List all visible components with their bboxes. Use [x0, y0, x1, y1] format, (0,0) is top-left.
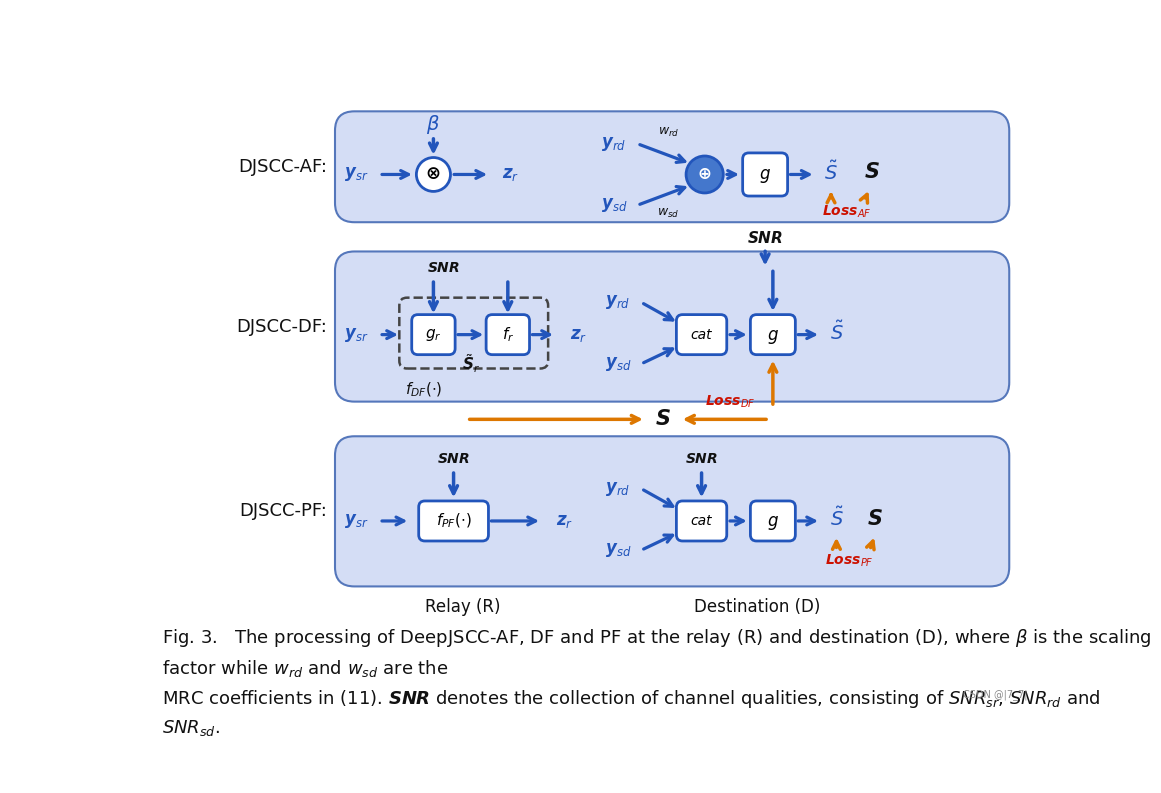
Text: $\boldsymbol{Loss}_{PF}$: $\boldsymbol{Loss}_{PF}$	[824, 553, 873, 569]
Text: $\boldsymbol{SNR}$: $\boldsymbol{SNR}$	[685, 452, 717, 466]
FancyBboxPatch shape	[743, 153, 787, 196]
Text: $g_r$: $g_r$	[425, 327, 441, 343]
Text: $\boldsymbol{z}_r$: $\boldsymbol{z}_r$	[556, 512, 574, 530]
FancyBboxPatch shape	[412, 315, 455, 354]
Text: Fig. 3.   The processing of DeepJSCC-AF, DF and PF at the relay (R) and destinat: Fig. 3. The processing of DeepJSCC-AF, D…	[163, 627, 1152, 738]
Text: $\boldsymbol{S}$: $\boldsymbol{S}$	[867, 508, 884, 529]
Text: $\boldsymbol{y}_{sr}$: $\boldsymbol{y}_{sr}$	[344, 166, 368, 183]
Text: cat: cat	[691, 328, 713, 342]
FancyBboxPatch shape	[336, 436, 1009, 586]
Text: g: g	[767, 512, 778, 530]
Text: $f_{DF}(\cdot)$: $f_{DF}(\cdot)$	[405, 381, 442, 399]
Circle shape	[686, 156, 723, 193]
Text: DJSCC-PF:: DJSCC-PF:	[239, 502, 327, 520]
Text: $\boldsymbol{y}_{sd}$: $\boldsymbol{y}_{sd}$	[605, 355, 632, 373]
Text: $\boldsymbol{SNR}$: $\boldsymbol{SNR}$	[427, 262, 460, 275]
Text: $w_{rd}$: $w_{rd}$	[657, 126, 679, 140]
Text: ⊕: ⊕	[698, 166, 712, 183]
Text: $\boldsymbol{Loss}_{AF}$: $\boldsymbol{Loss}_{AF}$	[822, 203, 871, 220]
FancyBboxPatch shape	[486, 315, 529, 354]
FancyBboxPatch shape	[750, 501, 795, 541]
FancyBboxPatch shape	[419, 501, 489, 541]
Text: $\boldsymbol{Loss}_{DF}$: $\boldsymbol{Loss}_{DF}$	[705, 393, 756, 410]
Text: $\boldsymbol{y}_{sr}$: $\boldsymbol{y}_{sr}$	[344, 326, 368, 343]
Text: $f_r$: $f_r$	[502, 325, 514, 344]
Text: $\boldsymbol{y}_{sr}$: $\boldsymbol{y}_{sr}$	[344, 512, 368, 530]
FancyBboxPatch shape	[336, 251, 1009, 401]
Text: $\tilde{S}$: $\tilde{S}$	[830, 320, 843, 344]
Text: $\boldsymbol{y}_{rd}$: $\boldsymbol{y}_{rd}$	[605, 480, 630, 498]
Text: $f_{PF}(\cdot)$: $f_{PF}(\cdot)$	[435, 511, 471, 531]
FancyBboxPatch shape	[336, 111, 1009, 222]
Text: $\boldsymbol{z}_r$: $\boldsymbol{z}_r$	[503, 166, 520, 183]
Text: $\boldsymbol{S}$: $\boldsymbol{S}$	[655, 409, 671, 429]
Text: CSDN @|7_7|: CSDN @|7_7|	[962, 688, 1027, 699]
FancyBboxPatch shape	[750, 315, 795, 354]
Text: $\boldsymbol{SNR}$: $\boldsymbol{SNR}$	[438, 452, 470, 466]
Text: $\boldsymbol{SNR}$: $\boldsymbol{SNR}$	[748, 230, 783, 246]
Text: DJSCC-AF:: DJSCC-AF:	[238, 158, 327, 176]
Text: Relay (R): Relay (R)	[425, 598, 500, 616]
Text: g: g	[760, 166, 771, 183]
Text: $\tilde{\boldsymbol{S}}_r$: $\tilde{\boldsymbol{S}}_r$	[462, 353, 479, 375]
FancyBboxPatch shape	[677, 315, 727, 354]
Text: cat: cat	[691, 514, 713, 528]
Text: ⊗: ⊗	[426, 166, 441, 183]
FancyBboxPatch shape	[677, 501, 727, 541]
Text: $\tilde{S}$: $\tilde{S}$	[824, 161, 838, 184]
Text: $\boldsymbol{y}_{sd}$: $\boldsymbol{y}_{sd}$	[605, 542, 632, 559]
Text: $\boldsymbol{S}$: $\boldsymbol{S}$	[864, 162, 880, 182]
Text: DJSCC-DF:: DJSCC-DF:	[237, 317, 327, 335]
Text: $w_{sd}$: $w_{sd}$	[657, 206, 679, 220]
Text: Destination (D): Destination (D)	[694, 598, 821, 616]
Text: $\boldsymbol{y}_{sd}$: $\boldsymbol{y}_{sd}$	[600, 197, 627, 214]
Text: $\boldsymbol{y}_{rd}$: $\boldsymbol{y}_{rd}$	[605, 293, 630, 312]
Text: $\boldsymbol{y}_{rd}$: $\boldsymbol{y}_{rd}$	[601, 135, 627, 153]
Text: g: g	[767, 326, 778, 343]
Text: $\boldsymbol{z}_r$: $\boldsymbol{z}_r$	[570, 326, 587, 343]
Text: $\tilde{S}$: $\tilde{S}$	[830, 507, 843, 531]
Circle shape	[417, 158, 450, 191]
Text: $\beta$: $\beta$	[426, 113, 440, 136]
